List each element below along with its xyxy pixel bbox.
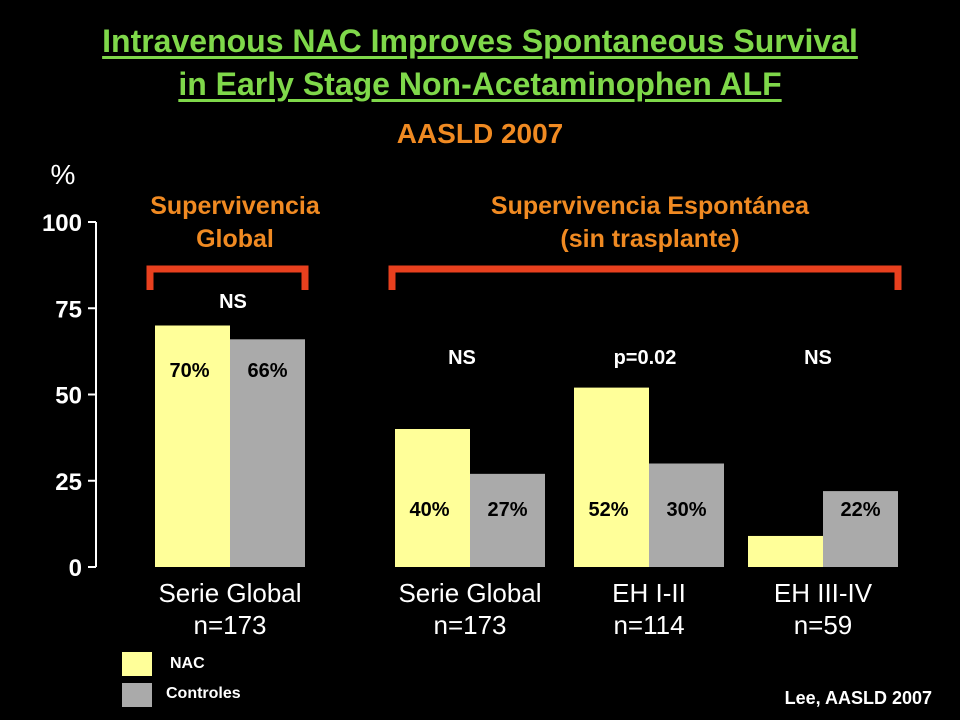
bar-value-label: 30% <box>666 499 706 521</box>
slide-subtitle: AASLD 2007 <box>396 118 564 149</box>
source-citation: Lee, AASLD 2007 <box>784 688 932 708</box>
group-title-spontaneous-line-2: (sin trasplante) <box>560 225 740 253</box>
category-label-line-1: EH I-II <box>612 578 686 608</box>
significance-label: NS <box>804 347 832 369</box>
bar-nac-4 <box>748 535 823 567</box>
group-title-spontaneous: Supervivencia Espontánea (sin trasplante… <box>390 190 910 256</box>
bar-value-label: 27% <box>487 499 527 521</box>
title-line-2-text: in Early Stage Non-Acetaminophen ALF <box>178 66 782 102</box>
y-tick-label: 25 <box>55 469 82 496</box>
y-tick-label: 50 <box>55 383 82 410</box>
bar-nac-2 <box>395 429 470 567</box>
category-label-line-2: n=173 <box>193 610 266 640</box>
bar-controles-3 <box>649 463 724 567</box>
significance-label: p=0.02 <box>614 347 677 369</box>
y-tick-label: 100 <box>42 210 82 237</box>
legend-swatch-nac <box>122 652 152 676</box>
legend-label-controles: Controles <box>166 685 241 702</box>
category-label-line-1: EH III-IV <box>774 578 873 608</box>
bar-value-label: 9% <box>768 499 797 521</box>
bar-nac-3 <box>574 387 649 567</box>
y-tick-label: 0 <box>69 555 82 582</box>
bar-controles-1 <box>230 339 305 567</box>
bracket-global <box>146 265 309 290</box>
y-axis-label: % <box>51 159 76 190</box>
category-label-line-2: n=173 <box>433 610 506 640</box>
legend-swatch-controles <box>122 683 152 707</box>
slide-title-line-2: in Early Stage Non-Acetaminophen ALF <box>0 63 960 105</box>
bar-value-label: 66% <box>247 360 287 382</box>
significance-label: NS <box>219 291 247 313</box>
group-title-spontaneous-line-1: Supervivencia Espontánea <box>490 192 810 220</box>
category-label-line-1: Serie Global <box>158 578 301 608</box>
slide-title-line-1: Intravenous NAC Improves Spontaneous Sur… <box>0 20 960 62</box>
bar-controles-2 <box>470 473 545 567</box>
bar-nac-1 <box>155 325 230 567</box>
group-title-global: Supervivencia Global <box>110 190 360 256</box>
group-title-global-line-2: Global <box>196 225 274 253</box>
significance-label: NS <box>448 347 476 369</box>
legend-label-nac: NAC <box>170 655 205 672</box>
category-label-line-1: Serie Global <box>398 578 541 608</box>
group-title-global-line-1: Supervivencia <box>150 192 320 220</box>
bracket-spontaneous <box>388 265 902 290</box>
bar-value-label: 40% <box>409 499 449 521</box>
bar-value-label: 70% <box>169 360 209 382</box>
y-tick-label: 75 <box>55 296 82 323</box>
title-line-1-text: Intravenous NAC Improves Spontaneous Sur… <box>102 23 858 59</box>
bar-controles-4 <box>823 491 898 567</box>
bar-value-label: 22% <box>840 499 880 521</box>
bar-value-label: 52% <box>588 499 628 521</box>
category-label-line-2: n=59 <box>794 610 853 640</box>
category-label-line-2: n=114 <box>613 610 684 640</box>
